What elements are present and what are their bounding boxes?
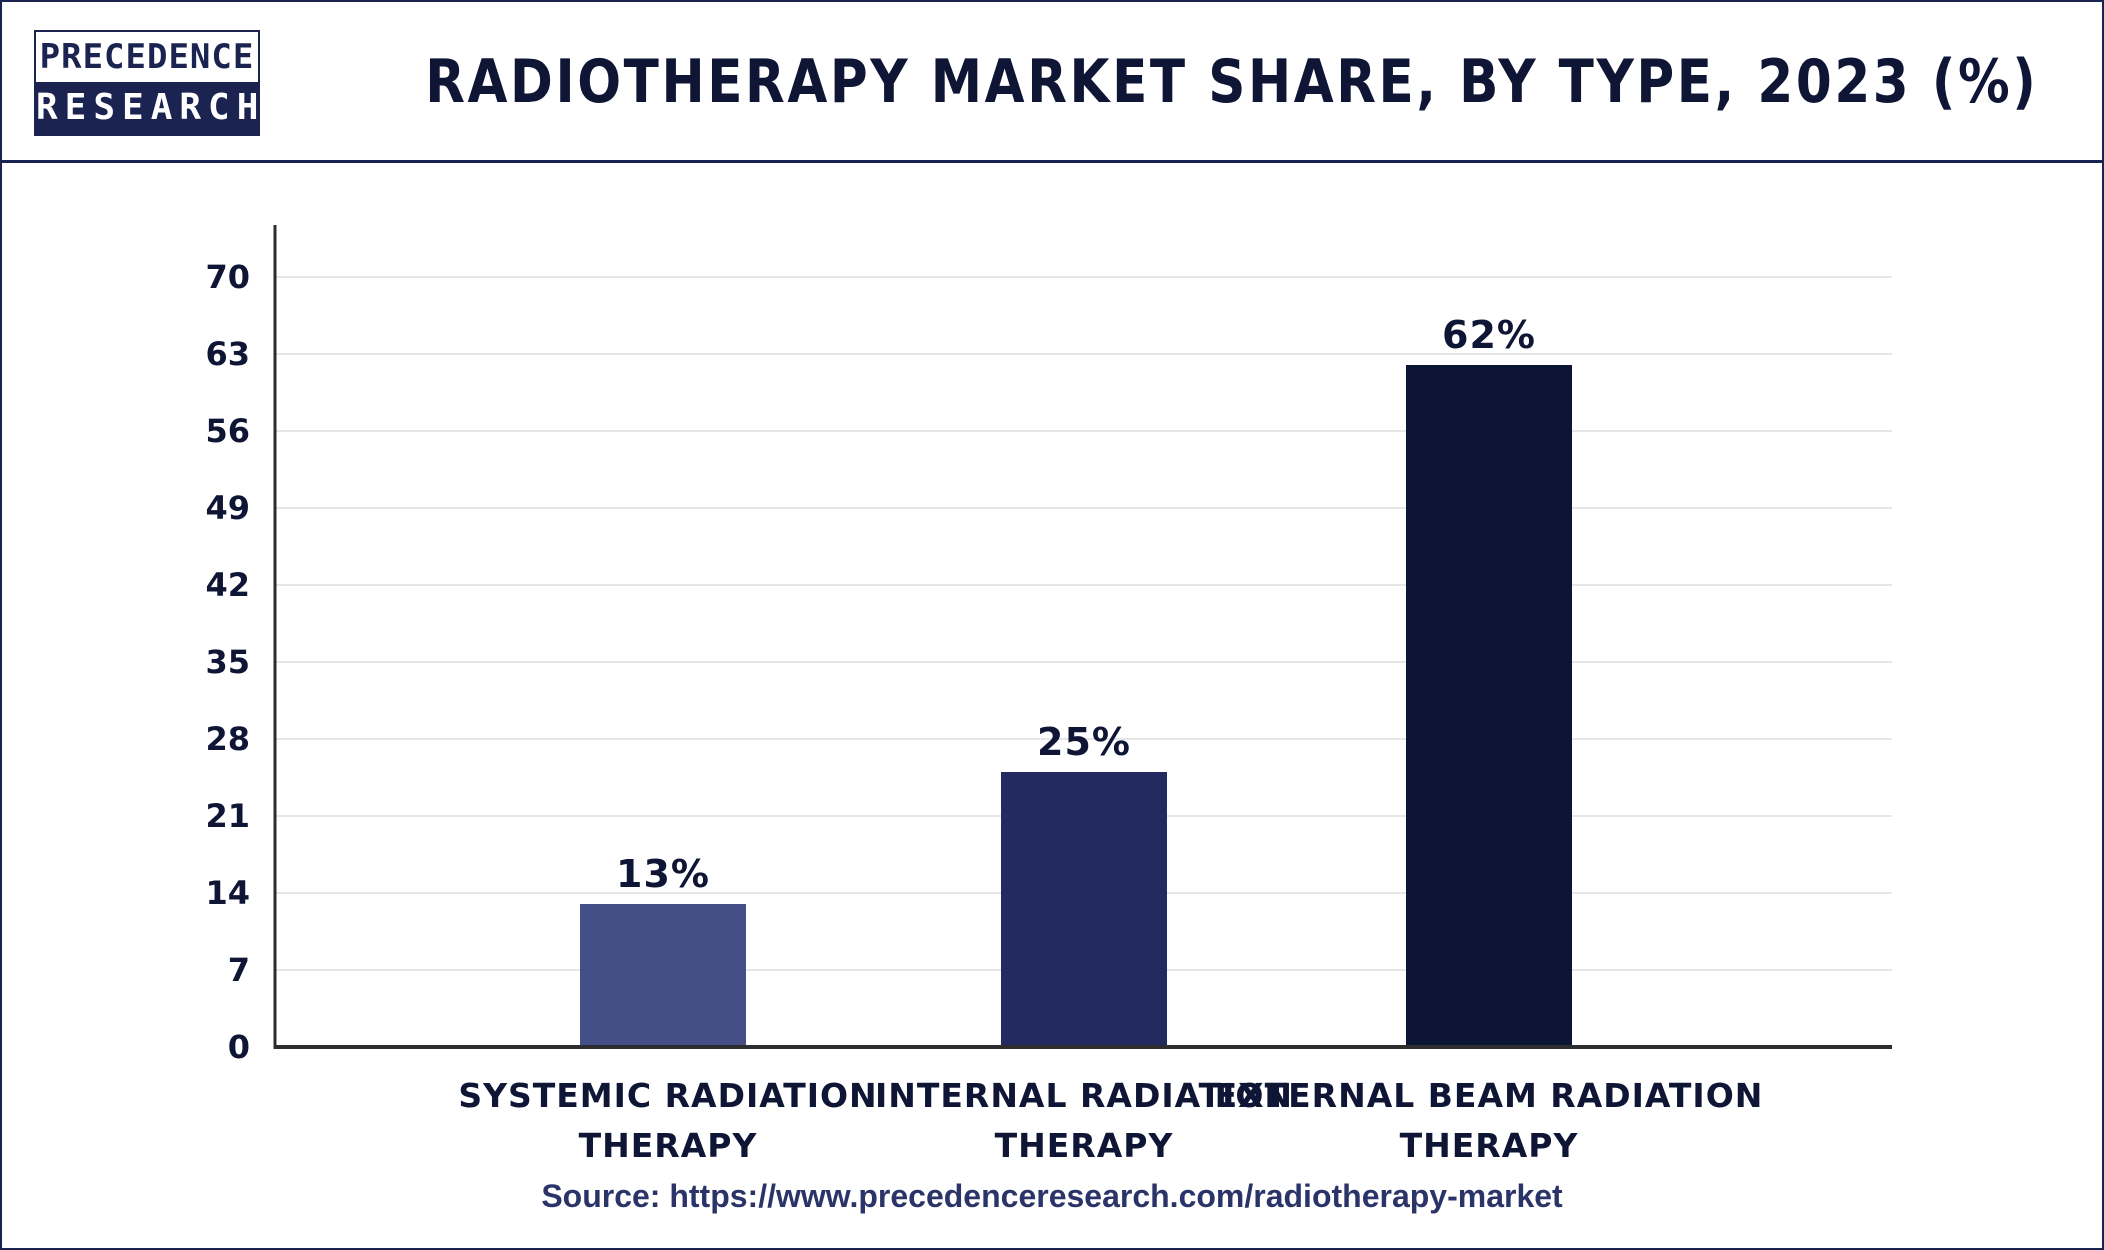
y-tick-label: 7	[228, 951, 250, 989]
y-tick-label: 35	[205, 643, 250, 681]
y-tick-label: 56	[205, 412, 250, 450]
bars	[580, 365, 1572, 1047]
bar-2	[1001, 772, 1167, 1047]
category-label: THERAPY	[579, 1126, 758, 1165]
precedence-research-logo: PRECEDENCE RESEARCH	[34, 30, 260, 136]
bar-3	[1406, 365, 1572, 1047]
y-tick-label: 21	[205, 797, 250, 835]
y-tick-label: 0	[228, 1028, 250, 1066]
category-label: THERAPY	[1400, 1126, 1579, 1165]
y-tick-label: 28	[205, 720, 250, 758]
y-tick-label: 42	[205, 566, 250, 604]
source-note: Source: https://www.precedenceresearch.c…	[541, 1178, 1563, 1214]
category-label: SYSTEMIC RADIATION	[458, 1076, 877, 1115]
logo-line-2: RESEARCH	[36, 82, 258, 134]
data-label: 13%	[616, 852, 710, 896]
y-tick-label: 49	[205, 489, 250, 527]
axes	[273, 225, 1892, 1049]
chart-title: RADIOTHERAPY MARKET SHARE, BY TYPE, 2023…	[425, 47, 2039, 117]
data-label: 62%	[1442, 313, 1536, 357]
y-tick-label: 63	[205, 335, 250, 373]
data-label: 25%	[1037, 720, 1131, 764]
bar-1	[580, 904, 746, 1047]
y-tick-label: 70	[205, 258, 250, 296]
logo-line-1: PRECEDENCE	[36, 32, 258, 82]
category-label: THERAPY	[995, 1126, 1174, 1165]
labels: 0 7 14 21 28 35 42 49 56 63 70 13% SYSTEMIC RADIATIO…	[205, 258, 1764, 1165]
category-label: INTERNAL RADIATION	[875, 1076, 1293, 1115]
y-tick-label: 14	[205, 874, 250, 912]
category-label: EXTERNAL BEAM RADIATION	[1215, 1076, 1764, 1115]
header-bar: PRECEDENCE RESEARCH RADIOTHERAPY MARKET …	[2, 2, 2102, 163]
